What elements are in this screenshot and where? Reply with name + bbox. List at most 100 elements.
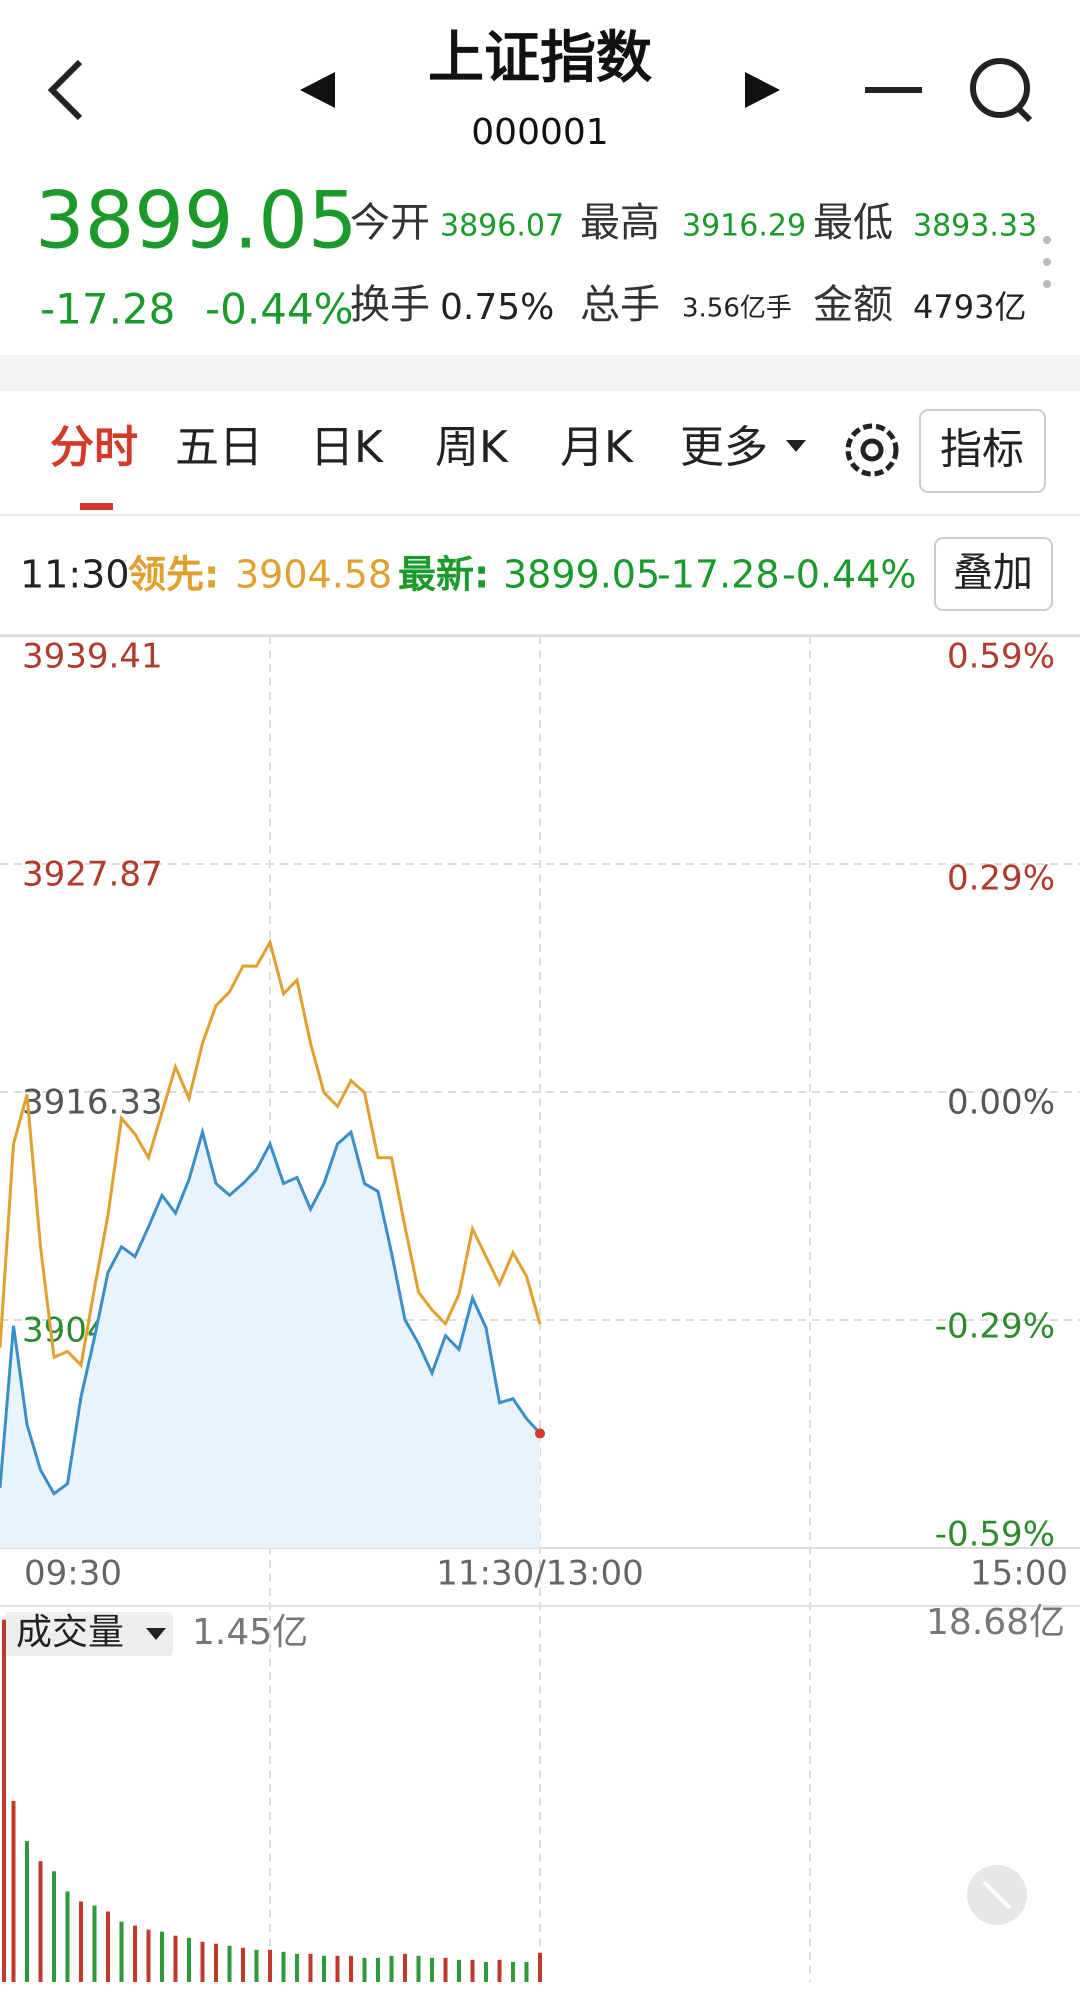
volume-bar	[2, 1619, 6, 1982]
stat-label: 今开	[350, 200, 430, 246]
gear	[845, 423, 899, 477]
volume-bar	[295, 1953, 299, 1982]
stat-value: 3.56亿手	[682, 294, 792, 324]
stat-value: 4793亿	[913, 288, 1026, 326]
settings-button[interactable]	[845, 423, 899, 477]
y-tick-label: 3927.87	[22, 855, 163, 895]
code: 000001	[471, 112, 608, 153]
volume-bar	[11, 1800, 16, 1982]
price-line	[0, 938, 542, 1369]
volume-bar	[173, 1935, 178, 1982]
volume-bar	[308, 1953, 313, 1982]
tab[interactable]: 月K	[560, 422, 634, 473]
stat-label: 金额	[813, 282, 893, 328]
prev-button[interactable]	[300, 72, 335, 108]
volume-bar	[227, 1945, 232, 1982]
volume-bar	[470, 1959, 475, 1982]
volume-bar	[92, 1905, 97, 1982]
volume-current: 1.45亿	[192, 1612, 308, 1653]
overlay-label: 叠加	[953, 550, 1033, 596]
expand-button[interactable]	[967, 1865, 1027, 1925]
x-tick-label: 11:30/13:00	[436, 1554, 643, 1594]
indicator-button[interactable]	[919, 409, 1046, 493]
volume-bar	[119, 1921, 124, 1982]
volume-bar	[443, 1957, 448, 1982]
tab-underline	[80, 503, 113, 510]
volume-caret	[146, 1628, 166, 1640]
last-point	[535, 1428, 545, 1439]
lead-value: 3904.58	[235, 553, 392, 597]
volume-bar	[160, 1931, 164, 1982]
change: -17.28	[40, 285, 175, 334]
search-button[interactable]	[970, 58, 1033, 123]
stat-value: 3896.07	[440, 209, 564, 244]
tab[interactable]: 五日	[175, 422, 263, 473]
volume-bar	[79, 1901, 83, 1982]
volume-bar	[416, 1955, 421, 1982]
gear-hub	[860, 438, 884, 462]
back-button[interactable]	[47, 59, 83, 121]
title: 上证指数	[428, 26, 652, 91]
volume-bar	[106, 1911, 110, 1982]
expand-arrow	[982, 1880, 1012, 1910]
volume-max: 18.68亿	[926, 1602, 1065, 1643]
tab[interactable]: 分时	[50, 422, 138, 473]
volume-bar	[362, 1957, 367, 1982]
search-handle	[1015, 105, 1033, 123]
volume-bar	[281, 1951, 286, 1982]
volume-bar	[200, 1941, 205, 1982]
indicator-label: 指标	[940, 425, 1024, 474]
next-button[interactable]	[745, 72, 780, 108]
volume-bar	[254, 1949, 259, 1982]
y2-tick-label: -0.29%	[935, 1307, 1055, 1347]
volume-bar	[511, 1961, 515, 1982]
volume-bar	[322, 1955, 326, 1982]
separator	[0, 355, 1080, 391]
volume-bar	[52, 1871, 56, 1982]
volume-bar	[484, 1961, 488, 1982]
volume-bar	[25, 1841, 29, 1982]
volume-title: 成交量	[16, 1612, 124, 1653]
volume-selector[interactable]	[5, 1612, 173, 1656]
latest-pct: -0.44%	[782, 553, 916, 597]
stat-label: 总手	[580, 282, 660, 328]
tab[interactable]: 更多	[680, 422, 768, 473]
stat-label: 最高	[580, 200, 660, 246]
volume-bar	[65, 1891, 70, 1982]
more-dot[interactable]	[1043, 280, 1051, 288]
change-pct: -0.44%	[205, 285, 354, 334]
price-line	[0, 1126, 542, 1496]
y-tick-label: 3916.33	[22, 1083, 163, 1123]
y2-tick-label: -0.59%	[935, 1515, 1055, 1555]
volume-bar	[335, 1955, 340, 1982]
volume-bar	[389, 1955, 394, 1982]
volume-bar	[214, 1943, 218, 1982]
latest-value: 3899.05	[503, 553, 660, 597]
volume-bar	[268, 1949, 272, 1982]
y-tick-label: 3939.41	[22, 637, 163, 677]
y2-tick-label: 0.29%	[947, 858, 1055, 898]
volume-bar	[497, 1959, 502, 1982]
volume-bar	[403, 1953, 407, 1982]
volume-bar	[524, 1961, 529, 1982]
stat-label: 最低	[813, 200, 893, 246]
volume-bar	[457, 1959, 461, 1982]
y2-tick-label: 0.59%	[947, 637, 1055, 677]
volume-bar	[241, 1947, 245, 1982]
tab[interactable]: 周K	[435, 422, 509, 473]
overlay-button[interactable]	[934, 537, 1053, 611]
x-tick-label: 15:00	[970, 1554, 1068, 1594]
tab[interactable]: 日K	[310, 422, 384, 473]
more-dot[interactable]	[1043, 236, 1051, 244]
stat-value: 3893.33	[913, 209, 1037, 244]
more-dot[interactable]	[1043, 258, 1051, 266]
x-tick-label: 09:30	[24, 1554, 122, 1594]
volume-bar	[538, 1952, 542, 1982]
tab-caret	[786, 440, 806, 452]
y2-tick-label: 0.00%	[947, 1083, 1055, 1123]
volume-bar	[146, 1929, 151, 1982]
info-time: 11:30	[20, 553, 130, 597]
stat-label: 换手	[350, 282, 430, 328]
